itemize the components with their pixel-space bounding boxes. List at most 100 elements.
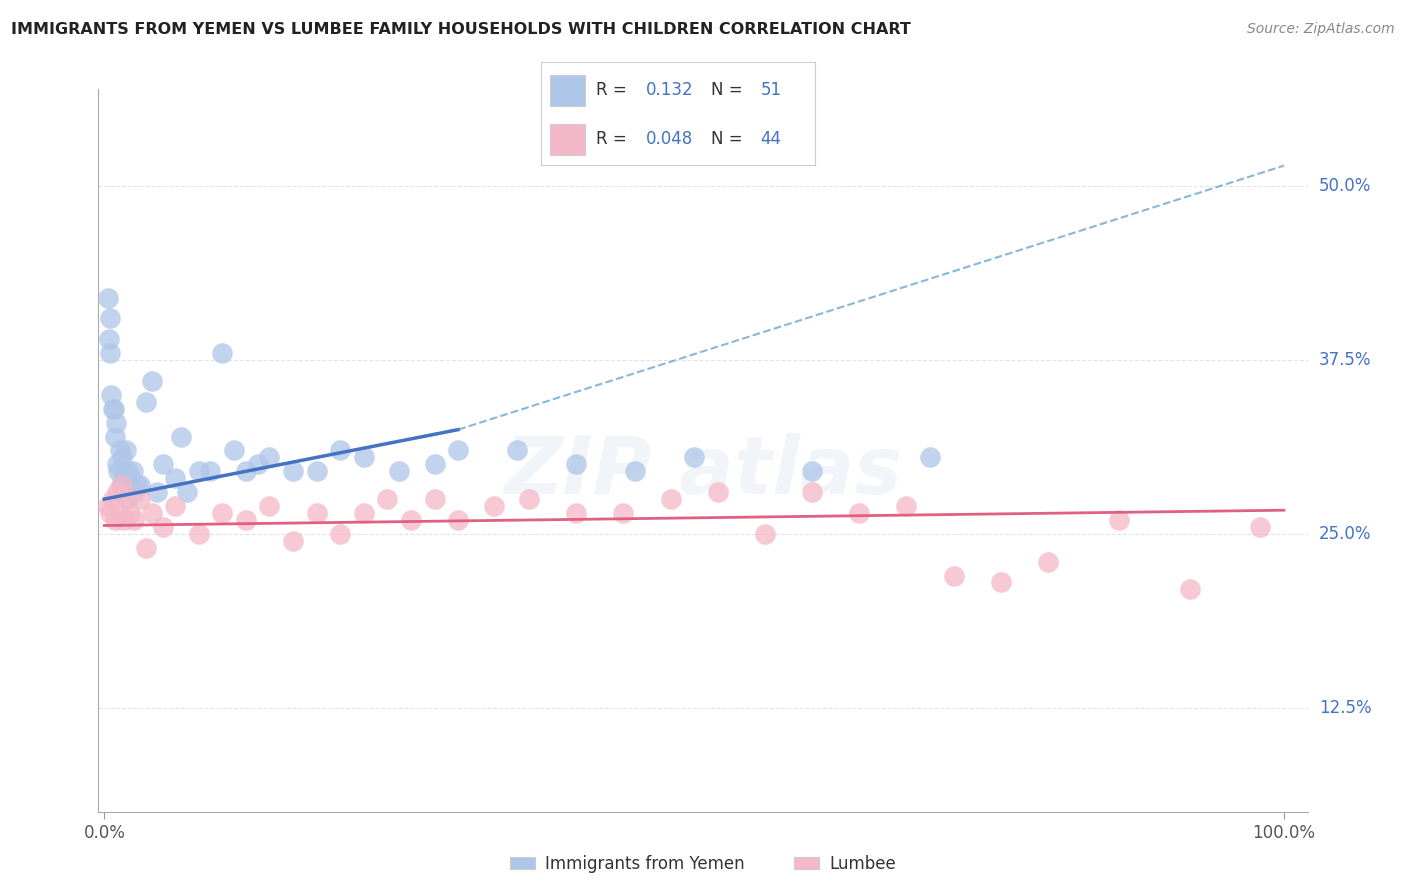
Text: Source: ZipAtlas.com: Source: ZipAtlas.com [1247, 22, 1395, 37]
Point [565, 506, 588, 520]
Point [235, 464, 257, 478]
Point [124, 485, 146, 500]
FancyBboxPatch shape [550, 124, 585, 155]
Point [135, 394, 157, 409]
Point [101, 401, 124, 416]
Point [259, 450, 281, 465]
Point [281, 464, 304, 478]
Point [329, 443, 352, 458]
Text: 51: 51 [761, 81, 782, 99]
Point [848, 506, 870, 520]
Point [990, 575, 1012, 590]
Point [127, 478, 149, 492]
Text: 0.132: 0.132 [645, 81, 693, 99]
Point [565, 458, 588, 472]
Point [305, 464, 328, 478]
Legend: Immigrants from Yemen, Lumbee: Immigrants from Yemen, Lumbee [503, 848, 903, 880]
Point [100, 388, 122, 402]
Text: 12.5%: 12.5% [1319, 698, 1371, 716]
Text: R =: R = [596, 81, 633, 99]
Text: 0.048: 0.048 [645, 130, 693, 148]
Text: N =: N = [711, 130, 748, 148]
Point [104, 429, 127, 443]
Point [141, 506, 163, 520]
Point [706, 485, 728, 500]
Point [170, 429, 193, 443]
Text: R =: R = [596, 130, 633, 148]
Text: 50.0%: 50.0% [1319, 178, 1371, 195]
Point [211, 346, 233, 360]
Point [187, 526, 209, 541]
Point [112, 478, 135, 492]
Point [506, 443, 529, 458]
Point [98, 332, 121, 346]
Point [152, 520, 174, 534]
Point [423, 492, 446, 507]
Point [801, 464, 824, 478]
Point [281, 533, 304, 548]
Point [259, 499, 281, 513]
Point [1249, 520, 1271, 534]
Point [105, 416, 128, 430]
Point [1108, 513, 1130, 527]
Point [754, 526, 776, 541]
Point [121, 464, 143, 478]
Point [112, 464, 135, 478]
Point [114, 443, 136, 458]
Point [104, 513, 127, 527]
Point [659, 492, 682, 507]
Point [97, 499, 120, 513]
Text: 25.0%: 25.0% [1319, 524, 1371, 543]
Point [211, 506, 233, 520]
Point [222, 443, 245, 458]
Point [98, 346, 121, 360]
Point [353, 450, 375, 465]
Point [447, 443, 470, 458]
Point [329, 526, 352, 541]
Point [112, 513, 135, 527]
Point [612, 506, 634, 520]
Point [98, 311, 121, 326]
Point [176, 485, 198, 500]
Point [305, 506, 328, 520]
Point [117, 464, 139, 478]
Point [111, 450, 134, 465]
Point [120, 506, 142, 520]
Point [103, 401, 125, 416]
Point [108, 443, 131, 458]
Point [1036, 555, 1059, 569]
Point [115, 492, 138, 507]
Point [246, 458, 269, 472]
Point [377, 492, 399, 507]
Point [200, 464, 222, 478]
Point [1178, 582, 1201, 597]
Point [187, 464, 209, 478]
Point [128, 478, 150, 492]
Point [896, 499, 918, 513]
Text: 37.5%: 37.5% [1319, 351, 1371, 369]
Point [517, 492, 540, 507]
Point [165, 499, 187, 513]
Point [105, 458, 128, 472]
Point [97, 291, 120, 305]
Text: 44: 44 [761, 130, 782, 148]
Point [353, 506, 375, 520]
Point [110, 478, 132, 492]
Point [105, 485, 128, 500]
Point [447, 513, 470, 527]
Point [801, 485, 824, 500]
Point [624, 464, 647, 478]
Point [111, 478, 134, 492]
Point [120, 471, 142, 485]
Point [482, 499, 505, 513]
Point [152, 458, 174, 472]
Point [942, 568, 965, 582]
Point [128, 492, 150, 507]
FancyBboxPatch shape [550, 75, 585, 105]
Point [683, 450, 706, 465]
Point [388, 464, 411, 478]
Point [122, 513, 145, 527]
Point [98, 506, 121, 520]
Text: IMMIGRANTS FROM YEMEN VS LUMBEE FAMILY HOUSEHOLDS WITH CHILDREN CORRELATION CHAR: IMMIGRANTS FROM YEMEN VS LUMBEE FAMILY H… [11, 22, 911, 37]
Point [399, 513, 422, 527]
